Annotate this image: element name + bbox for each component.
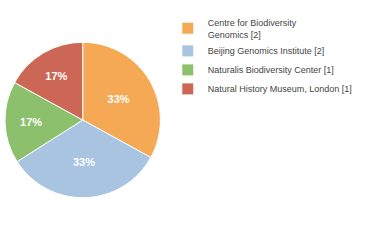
svg-text:Centre for BiodiversityGenomic: Centre for BiodiversityGenomics [2] [208, 18, 297, 40]
svg-text:33%: 33% [108, 93, 130, 105]
svg-text:Beijing Genomics Institute [2]: Beijing Genomics Institute [2] [208, 46, 325, 56]
svg-text:Natural History Museum, London: Natural History Museum, London [1] [208, 84, 352, 94]
svg-text:Naturalis Biodiversity Center: Naturalis Biodiversity Center [1] [208, 65, 334, 75]
svg-text:17%: 17% [20, 116, 42, 128]
svg-text:33%: 33% [73, 156, 95, 168]
svg-text:17%: 17% [45, 70, 67, 82]
